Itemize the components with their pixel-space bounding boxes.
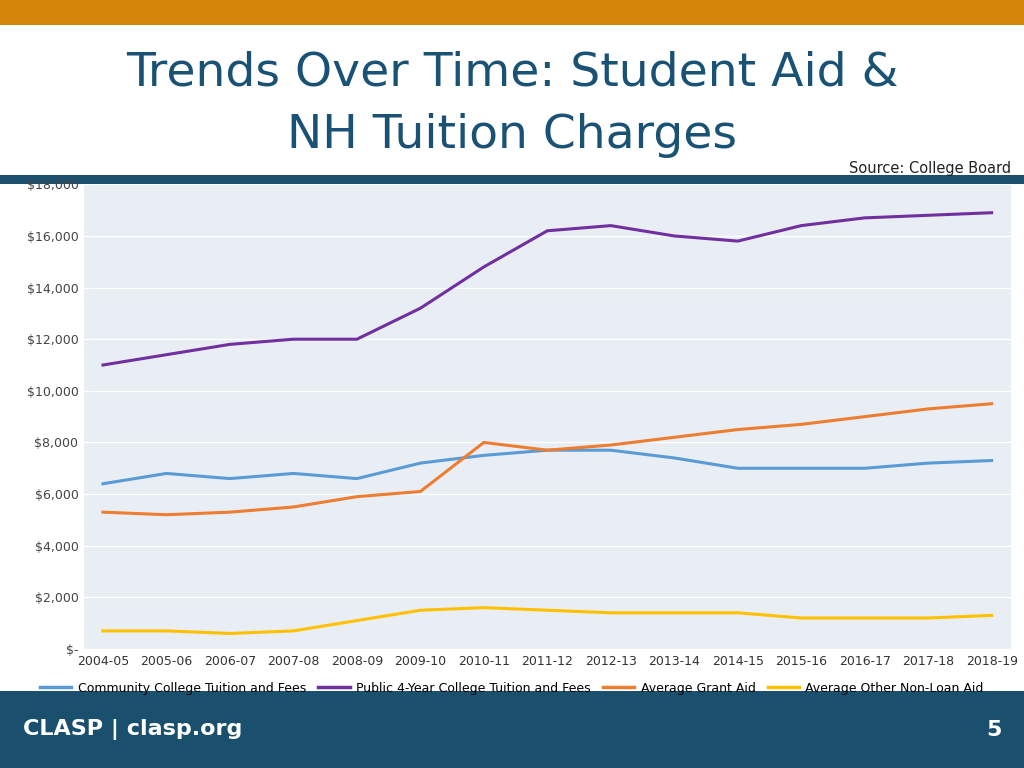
Text: Trends Over Time: Student Aid &: Trends Over Time: Student Aid & (126, 50, 898, 95)
Text: 5: 5 (986, 720, 1001, 740)
Text: Source: College Board: Source: College Board (849, 161, 1011, 176)
Legend: Community College Tuition and Fees, Public 4-Year College Tuition and Fees, Aver: Community College Tuition and Fees, Publ… (35, 677, 989, 700)
Text: NH Tuition Charges: NH Tuition Charges (287, 114, 737, 158)
Text: CLASP | clasp.org: CLASP | clasp.org (23, 719, 242, 740)
